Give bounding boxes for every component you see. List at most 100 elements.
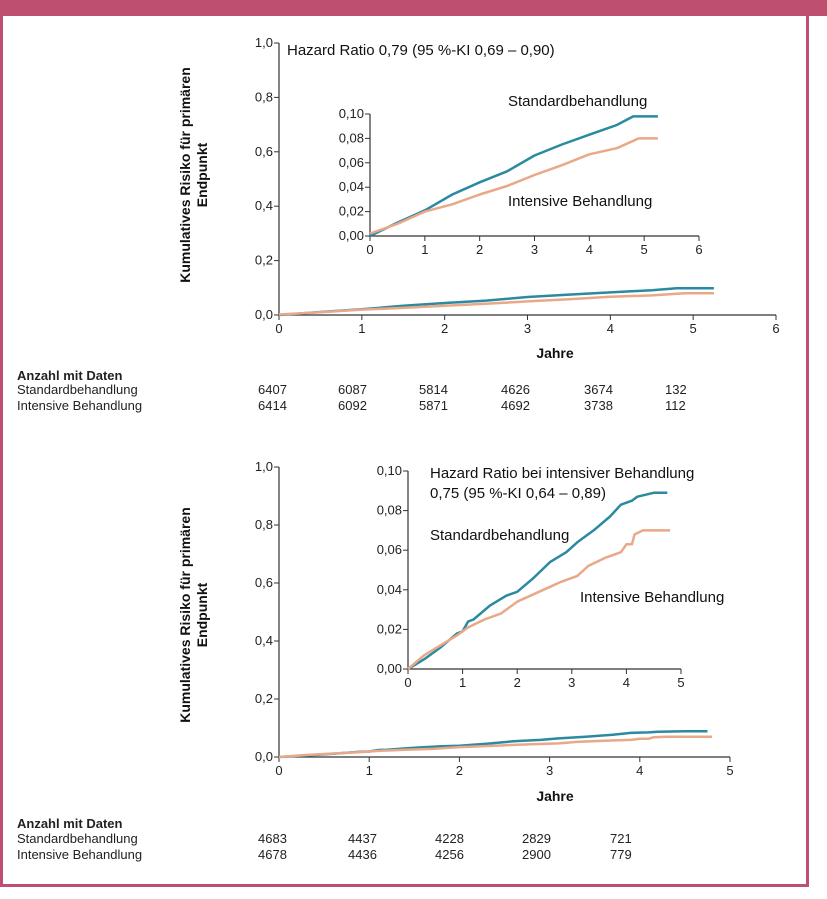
bottom-main-xtick-label: 0 [275,763,282,778]
bottom-risk-table-value: 2900 [522,847,551,862]
top-main-ytick-label: 1,0 [255,35,273,50]
top-label-intensive: Intensive Behandlung [508,193,652,210]
bottom-inset-ytick-label: 0,08 [377,503,402,518]
bottom-risk-table-value: 4678 [258,847,287,862]
figure-frame [0,16,809,887]
bottom-main-xtick-label: 5 [726,763,733,778]
top-risk-table-value: 6407 [258,382,287,397]
top-inset-ytick-label: 0,08 [339,130,364,145]
bottom-inset-xtick-label: 1 [459,675,466,690]
top-risk-table-value: 5871 [419,398,448,413]
bottom-inset-xtick-label: 5 [677,675,684,690]
top-risk-table-value: 112 [665,398,686,413]
top-inset-ytick-label: 0,02 [339,204,364,219]
bottom-main-ytick-label: 0,6 [255,575,273,590]
top-risk-table-value: 4692 [501,398,530,413]
bottom-risk-table-header: Anzahl mit Daten [17,816,123,831]
top-x-axis-title: Jahre [536,345,574,361]
bottom-y-axis-title: Kumulatives Risiko für primärenEndpunkt [177,507,210,723]
bottom-risk-table-value: 4256 [435,847,464,862]
bottom-main-ytick-label: 0,4 [255,633,273,648]
bottom-inset-ytick-label: 0,04 [377,582,402,597]
bottom-risk-table-row-label: Standardbehandlung [17,831,138,846]
top-risk-table-value: 4626 [501,382,530,397]
top-y-axis-title-line: Endpunkt [194,142,210,207]
top-inset-ytick-label: 0,04 [339,179,364,194]
bottom-risk-table-value: 4437 [348,831,377,846]
bottom-main-line-intensive [278,735,712,759]
top-y-axis-title: Kumulatives Risiko für primärenEndpunkt [177,67,210,283]
top-main-xtick-label: 0 [275,321,282,336]
top-main-xtick-label: 6 [772,321,779,336]
bottom-label-intensive: Intensive Behandlung [580,589,724,606]
bottom-risk-table-value: 2829 [522,831,551,846]
bottom-y-axis-title-line: Kumulatives Risiko für primären [177,507,193,723]
top-main-ytick-label: 0,4 [255,198,273,213]
top-risk-table-value: 3738 [584,398,613,413]
top-risk-table-value: 3674 [584,382,613,397]
top-inset-ytick-label: 0,10 [339,106,364,121]
bottom-inset-ytick-label: 0,06 [377,542,402,557]
bottom-risk-table-value: 779 [610,847,632,862]
top-main-ytick-label: 0,0 [255,307,273,322]
top-risk-table-value: 6087 [338,382,367,397]
bottom-hazard-ratio-ci: 0,75 (95 %-KI 0,64 – 0,89) [430,485,606,502]
bottom-main-xtick-label: 2 [456,763,463,778]
bottom-risk-table-value: 4436 [348,847,377,862]
top-main-xtick-label: 3 [524,321,531,336]
bottom-y-axis-title-line: Endpunkt [194,582,210,647]
top-risk-table-value: 132 [665,382,687,397]
bottom-main-ytick-label: 0,0 [255,749,273,764]
bottom-main-ytick-label: 1,0 [255,459,273,474]
bottom-inset-line-intensive [407,529,671,670]
top-inset-xtick-label: 4 [586,242,593,257]
bottom-inset-xtick-label: 4 [623,675,630,690]
bottom-inset-ytick-label: 0,00 [377,661,402,676]
top-label-standard: Standardbehandlung [508,93,647,110]
top-risk-table-header: Anzahl mit Daten [17,368,123,383]
top-hazard-ratio-title: Hazard Ratio 0,79 (95 %-KI 0,69 – 0,90) [287,42,555,59]
top-risk-table-value: 5814 [419,382,448,397]
bottom-main-ytick-label: 0,2 [255,691,273,706]
top-main-xtick-label: 2 [441,321,448,336]
top-inset-ytick-label: 0,06 [339,155,364,170]
bottom-inset-ytick-label: 0,10 [377,463,402,478]
bottom-main-xtick-label: 1 [366,763,373,778]
bottom-x-axis-title: Jahre [536,788,574,804]
top-main-xtick-label: 1 [358,321,365,336]
bottom-main-xtick-label: 4 [636,763,643,778]
top-main-ytick-label: 0,8 [255,89,273,104]
top-main-line-intensive [278,291,714,316]
bottom-inset-xtick-label: 3 [568,675,575,690]
top-inset-ytick-label: 0,00 [339,228,364,243]
top-main-xtick-label: 5 [690,321,697,336]
bottom-label-standard: Standardbehandlung [430,527,569,544]
top-inset-xtick-label: 1 [421,242,428,257]
top-risk-table-row-label: Intensive Behandlung [17,398,142,413]
top-y-axis-title-line: Kumulatives Risiko für primären [177,67,193,283]
bottom-inset-xtick-label: 2 [514,675,521,690]
bottom-inset-ytick-label: 0,02 [377,621,402,636]
top-inset-xtick-label: 5 [641,242,648,257]
bottom-risk-table-row-label: Intensive Behandlung [17,847,142,862]
top-inset-line-intensive [369,137,658,235]
top-main-ytick-label: 0,6 [255,144,273,159]
bottom-main-ytick-label: 0,8 [255,517,273,532]
bottom-hazard-ratio-title: Hazard Ratio bei intensiver Behandlung [430,465,694,482]
bottom-risk-table-value: 721 [610,831,632,846]
top-inset-xtick-label: 3 [531,242,538,257]
bottom-risk-table-value: 4228 [435,831,464,846]
bottom-main-xtick-label: 3 [546,763,553,778]
top-main-ytick-label: 0,2 [255,253,273,268]
top-risk-table-value: 6414 [258,398,287,413]
bottom-risk-table-value: 4683 [258,831,287,846]
top-inset-xtick-label: 0 [366,242,373,257]
top-main-xtick-label: 4 [607,321,614,336]
top-inset-xtick-label: 2 [476,242,483,257]
top-risk-table-value: 6092 [338,398,367,413]
top-accent-bar [0,0,827,16]
bottom-inset-xtick-label: 0 [404,675,411,690]
top-risk-table-row-label: Standardbehandlung [17,382,138,397]
top-inset-xtick-label: 6 [695,242,702,257]
